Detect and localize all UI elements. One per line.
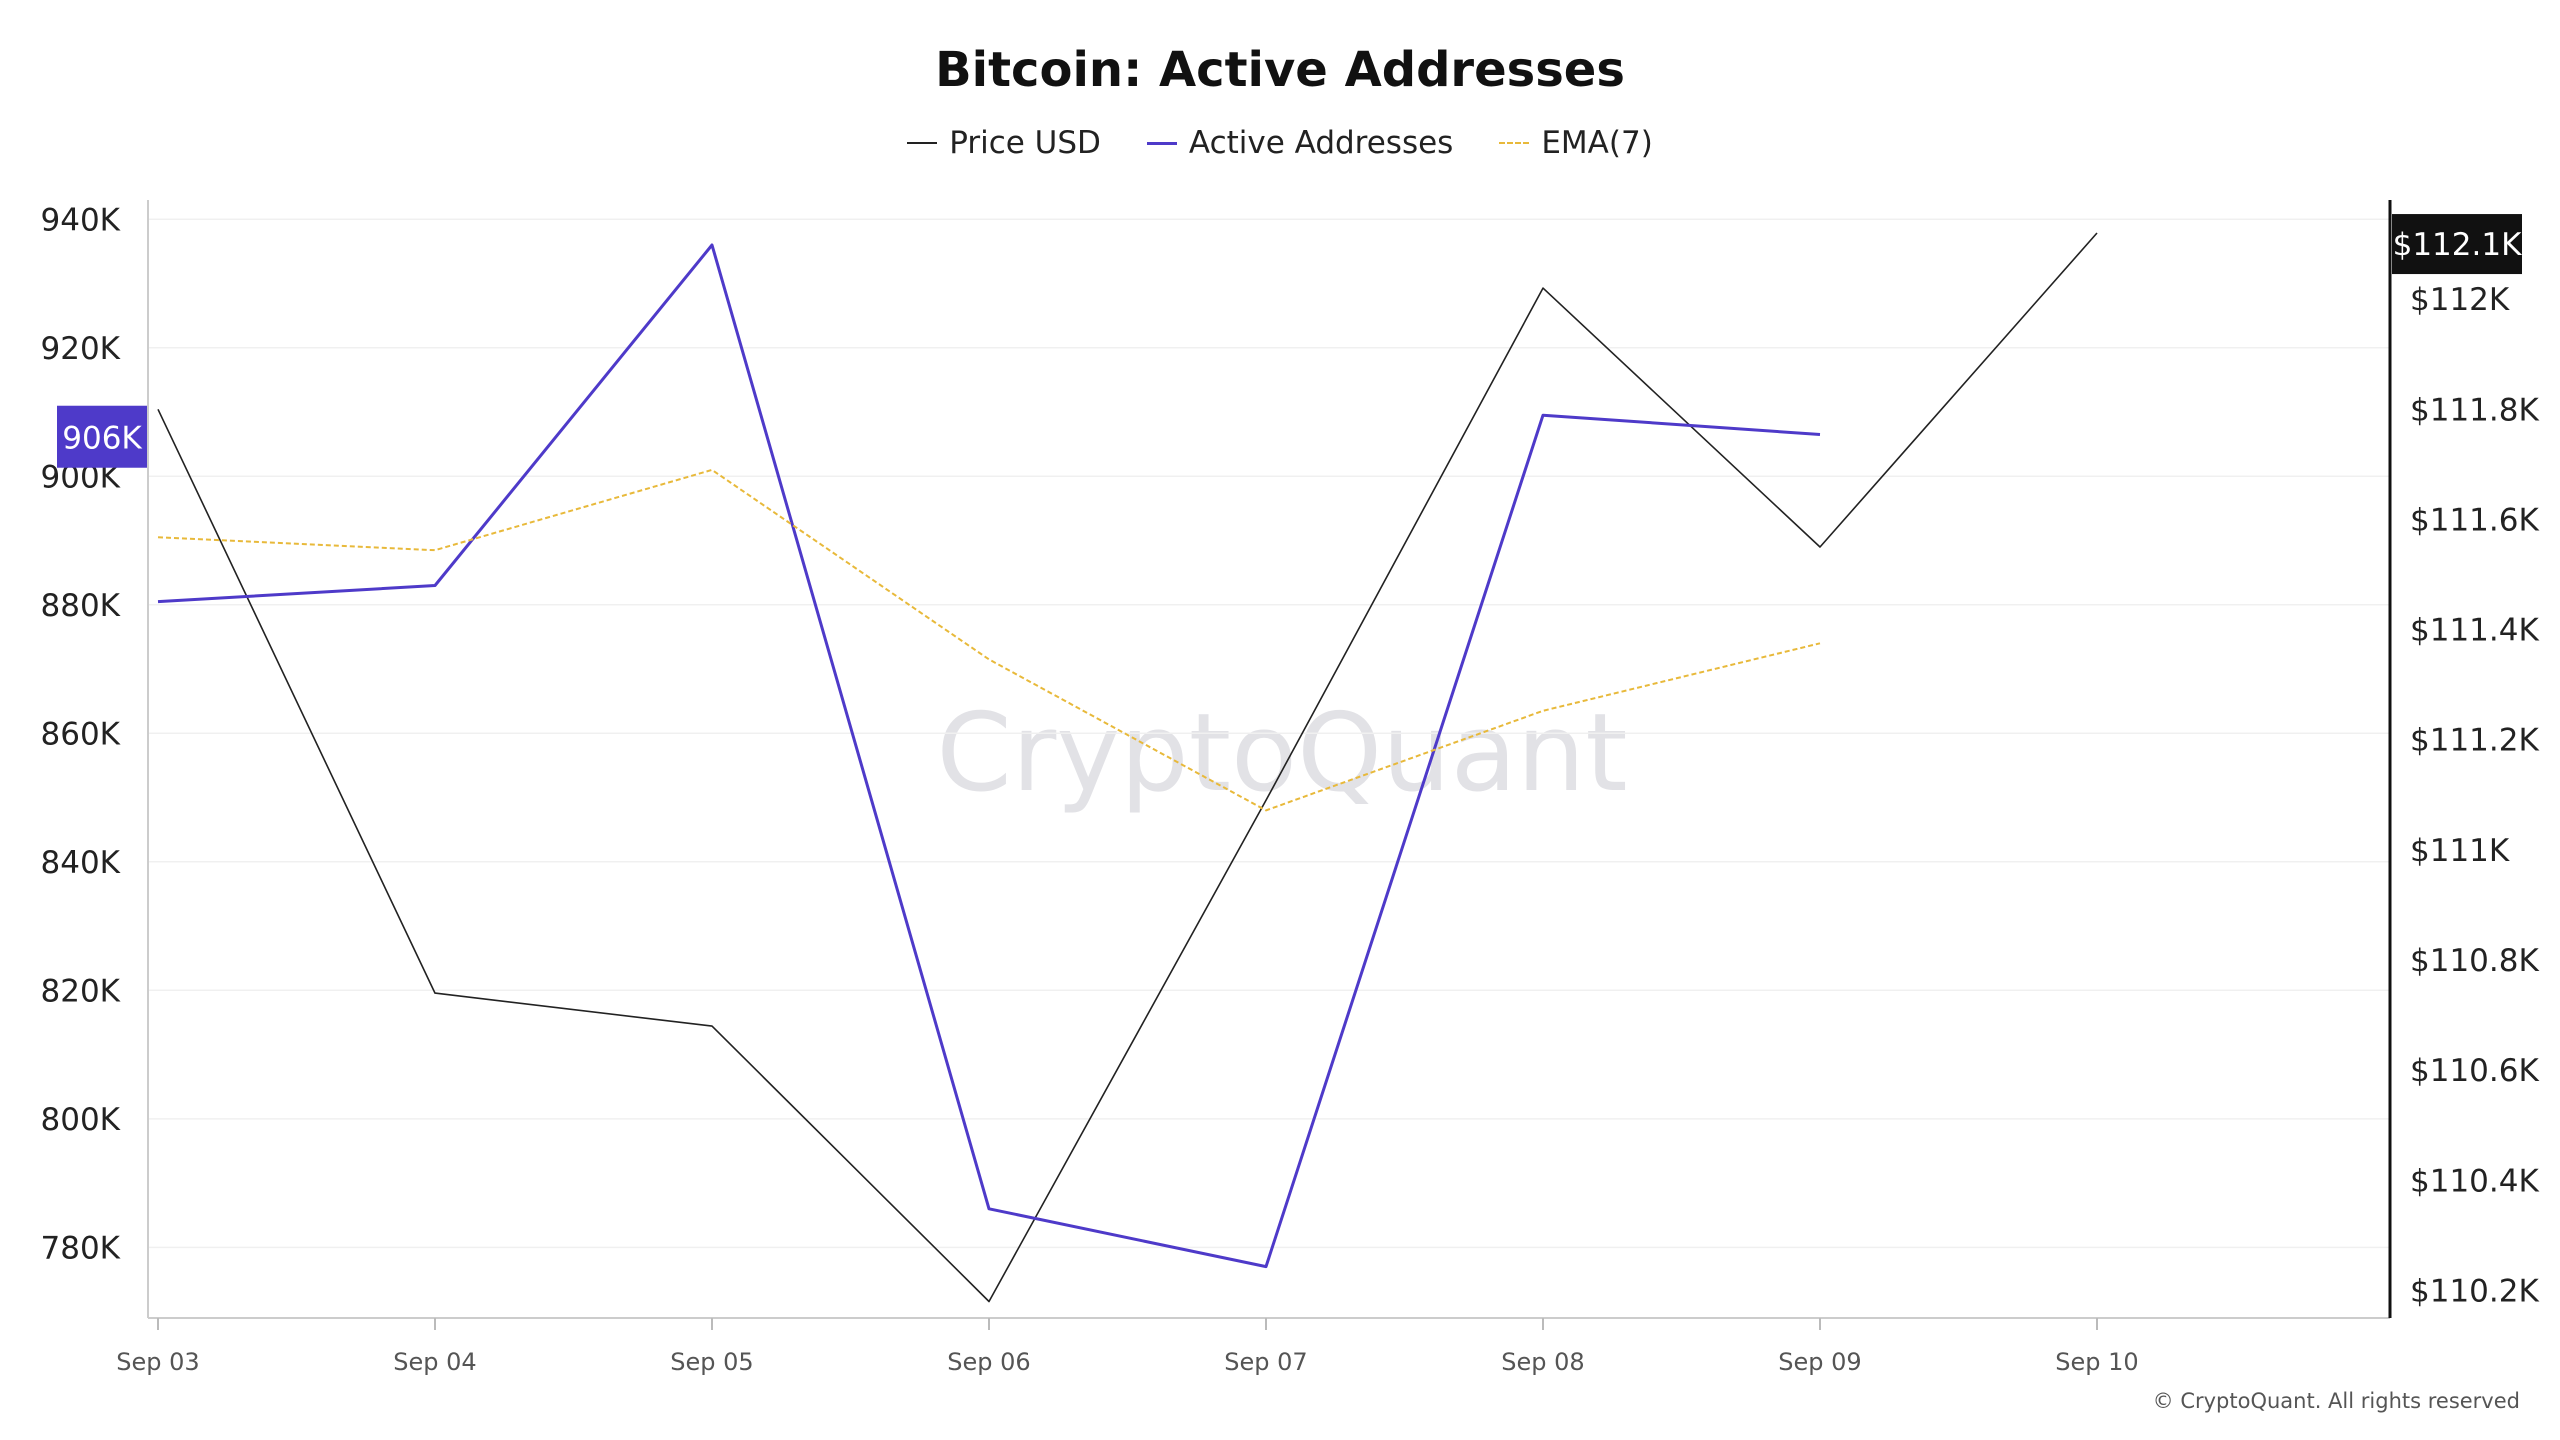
right-value-badge: [2392, 214, 2522, 275]
y-left-tick-label: 780K: [41, 1230, 121, 1266]
legend-item-active-addresses[interactable]: Active Addresses: [1146, 125, 1454, 161]
chart-title: Bitcoin: Active Addresses: [935, 42, 1625, 98]
y-left-tick-label: 920K: [41, 331, 121, 367]
y-right-tick-label: $112K: [2410, 282, 2510, 318]
left-value-badge-label: 906K: [62, 421, 142, 457]
y-right-tick-label: $110.6K: [2410, 1053, 2539, 1089]
x-tick-label: Sep 10: [2055, 1348, 2138, 1376]
y-left-tick-label: 860K: [41, 716, 121, 752]
x-tick-label: Sep 03: [116, 1348, 199, 1376]
y-left-tick-label: 880K: [41, 588, 121, 624]
y-right-tick-label: $110.4K: [2410, 1163, 2539, 1199]
y-left-tick-label: 940K: [41, 202, 121, 238]
y-right-tick-label: $111.2K: [2410, 723, 2539, 759]
y-right-tick-label: $111.4K: [2410, 613, 2539, 649]
x-tick-label: Sep 08: [1501, 1348, 1584, 1376]
legend-swatch-price: [907, 142, 938, 144]
y-left-tick-label: 820K: [41, 973, 121, 1009]
badges: 906K $112.1K: [57, 214, 2522, 468]
x-tick-label: Sep 06: [947, 1348, 1030, 1376]
legend-label-active-addresses: Active Addresses: [1188, 125, 1454, 161]
x-tick-label: Sep 04: [393, 1348, 476, 1376]
series-layer: [157, 232, 2098, 1303]
copyright: © CryptoQuant. All rights reserved: [2152, 1389, 2520, 1413]
watermark: CryptoQuant: [936, 691, 1627, 816]
left-value-badge: [57, 405, 147, 468]
x-tick-label: Sep 07: [1224, 1348, 1307, 1376]
axes: 780K800K820K840K860K880K900K920K940K$110…: [41, 200, 2539, 1376]
legend-label-price: Price USD: [949, 125, 1101, 161]
y-left-tick-label: 840K: [41, 845, 121, 881]
y-right-tick-label: $111K: [2410, 833, 2510, 869]
y-left-tick-label: 800K: [41, 1102, 121, 1138]
x-tick-label: Sep 05: [670, 1348, 753, 1376]
legend-item-ema[interactable]: EMA(7): [1499, 125, 1653, 161]
y-right-tick-label: $111.6K: [2410, 502, 2539, 538]
y-right-tick-label: $111.8K: [2410, 392, 2539, 428]
right-value-badge-label: $112.1K: [2393, 227, 2522, 263]
x-tick-label: Sep 09: [1778, 1348, 1861, 1376]
grid: [148, 218, 2390, 1249]
series-line-price-usd[interactable]: [157, 232, 2098, 1303]
legend-swatch-active-addresses: [1146, 141, 1177, 145]
legend: Price USD Active Addresses EMA(7): [0, 125, 2560, 161]
y-right-tick-label: $110.8K: [2410, 943, 2539, 979]
series-line-active-addresses[interactable]: [157, 243, 1821, 1269]
legend-label-ema: EMA(7): [1541, 125, 1653, 161]
legend-swatch-ema: [1499, 142, 1530, 144]
legend-item-price[interactable]: Price USD: [907, 125, 1101, 161]
y-right-tick-label: $110.2K: [2410, 1273, 2539, 1309]
